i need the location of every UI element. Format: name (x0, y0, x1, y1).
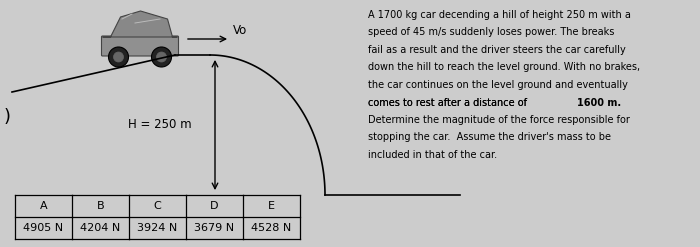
Text: 3679 N: 3679 N (195, 223, 235, 233)
Text: 4528 N: 4528 N (251, 223, 292, 233)
Text: H = 250 m: H = 250 m (128, 119, 192, 131)
Text: A: A (40, 201, 48, 211)
Text: B: B (97, 201, 104, 211)
Text: E: E (268, 201, 275, 211)
Circle shape (151, 47, 172, 67)
Circle shape (108, 47, 129, 67)
Text: 3924 N: 3924 N (137, 223, 178, 233)
Text: the car continues on the level ground and eventually: the car continues on the level ground an… (368, 80, 628, 90)
Text: comes to rest after a distance of: comes to rest after a distance of (368, 98, 530, 107)
Text: 1600 m.: 1600 m. (578, 98, 622, 107)
Text: C: C (153, 201, 162, 211)
Text: A 1700 kg car decending a hill of height 250 m with a: A 1700 kg car decending a hill of height… (368, 10, 631, 20)
Text: comes to rest after a distance of: comes to rest after a distance of (368, 98, 530, 107)
Polygon shape (102, 11, 178, 37)
Text: D: D (210, 201, 218, 211)
Text: Vo: Vo (233, 24, 247, 37)
Text: 4905 N: 4905 N (23, 223, 64, 233)
Text: fail as a result and the driver steers the car carefully: fail as a result and the driver steers t… (368, 45, 626, 55)
Text: Determine the magnitude of the force responsible for: Determine the magnitude of the force res… (368, 115, 630, 125)
FancyBboxPatch shape (102, 36, 178, 56)
Text: speed of 45 m/s suddenly loses power. The breaks: speed of 45 m/s suddenly loses power. Th… (368, 27, 615, 38)
Text: included in that of the car.: included in that of the car. (368, 150, 497, 160)
Text: stopping the car.  Assume the driver's mass to be: stopping the car. Assume the driver's ma… (368, 132, 611, 143)
Text: down the hill to reach the level ground. With no brakes,: down the hill to reach the level ground.… (368, 62, 640, 73)
Circle shape (113, 52, 123, 62)
Circle shape (157, 52, 167, 62)
Text: ): ) (4, 108, 11, 126)
Text: 4204 N: 4204 N (80, 223, 120, 233)
